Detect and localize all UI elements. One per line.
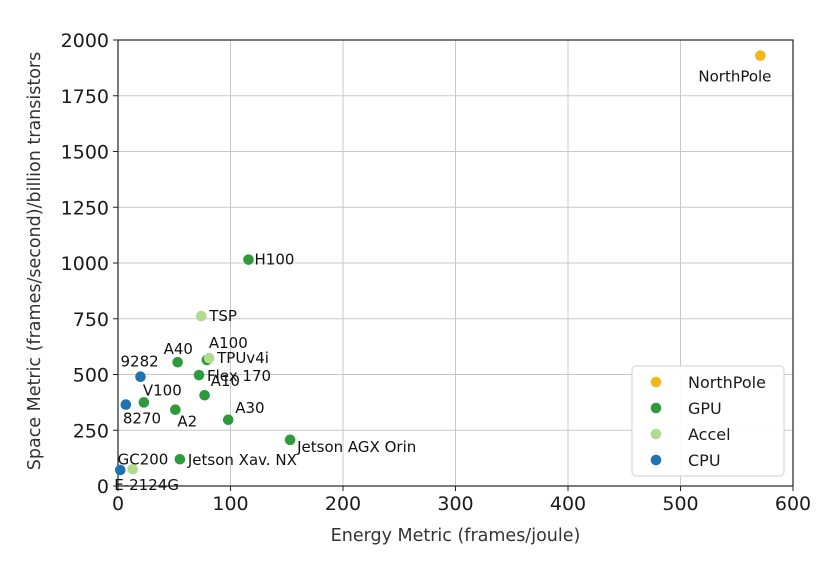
x-axis-title: Energy Metric (frames/joule) <box>331 526 581 546</box>
point-label: TPUv4i <box>216 349 269 367</box>
axis-ticks: 0 100 200 300 400 500 600 0 250 500 750 1000 1250 150… <box>61 30 811 515</box>
point-label: A10 <box>211 372 240 390</box>
x-tick-label: 600 <box>775 493 811 515</box>
point-tsp <box>195 310 207 322</box>
x-tick-label: 500 <box>662 493 698 515</box>
point-a30 <box>222 414 234 426</box>
point-8270 <box>120 399 132 410</box>
y-tick-label: 1750 <box>61 86 109 108</box>
legend-label: Accel <box>688 425 731 444</box>
point-northpole <box>755 50 766 61</box>
point-label: A40 <box>164 340 193 358</box>
point-label: Flex 170 <box>207 367 271 385</box>
point-label: H100 <box>255 251 295 269</box>
point-label: A30 <box>235 399 264 417</box>
y-tick-label: 750 <box>73 309 109 331</box>
legend: NorthPole GPU Accel CPU <box>631 365 785 477</box>
grid-lines <box>117 39 794 487</box>
point-label: A2 <box>177 413 197 431</box>
point-v100 <box>138 397 150 408</box>
legend-label: GPU <box>688 399 722 418</box>
y-tick-label: 500 <box>73 365 109 387</box>
x-tick-label: 300 <box>437 493 473 515</box>
y-axis-title: Space Metric (frames/second)/billion tra… <box>25 52 45 471</box>
point-a2 <box>170 404 181 416</box>
point-label: NorthPole <box>698 68 771 86</box>
legend-marker <box>650 454 662 466</box>
y-tick-label: 1000 <box>61 253 109 275</box>
point-jetson-agx-orin <box>284 434 296 446</box>
x-tick-label: 200 <box>325 493 361 515</box>
point-h100 <box>243 254 254 265</box>
point-jetson-xav-nx <box>174 453 186 465</box>
y-tick-label: 1250 <box>61 197 109 219</box>
y-tick-label: 250 <box>73 420 109 442</box>
point-a10 <box>199 389 210 401</box>
legend-box <box>631 365 785 477</box>
point-flex-170 <box>193 369 205 381</box>
point-label: GC200 <box>118 450 169 468</box>
point-label: E-2124G <box>114 476 179 494</box>
legend-label: NorthPole <box>688 373 766 392</box>
legend-marker <box>650 402 662 414</box>
point-label: V100 <box>143 381 182 399</box>
point-label: TSP <box>208 307 237 325</box>
legend-marker <box>650 376 662 388</box>
x-tick-label: 400 <box>550 493 586 515</box>
point-a40 <box>172 356 183 368</box>
point-label: A100 <box>209 334 248 352</box>
y-tick-label: 0 <box>97 476 109 498</box>
point-tpuv4i <box>203 352 215 364</box>
point-label: Jetson Xav. NX <box>187 451 297 469</box>
legend-label: CPU <box>688 451 721 470</box>
y-tick-label: 2000 <box>61 30 109 52</box>
point-e-2124g <box>114 464 126 476</box>
point-label: 9282 <box>121 353 159 371</box>
y-tick-label: 1500 <box>61 142 109 164</box>
x-tick-label: 0 <box>112 493 124 515</box>
point-label: 8270 <box>123 410 161 428</box>
x-tick-label: 100 <box>212 493 248 515</box>
point-label: Jetson AGX Orin <box>296 438 416 456</box>
legend-marker <box>650 428 662 440</box>
point-9282 <box>135 371 146 383</box>
point-gc200 <box>127 463 138 475</box>
